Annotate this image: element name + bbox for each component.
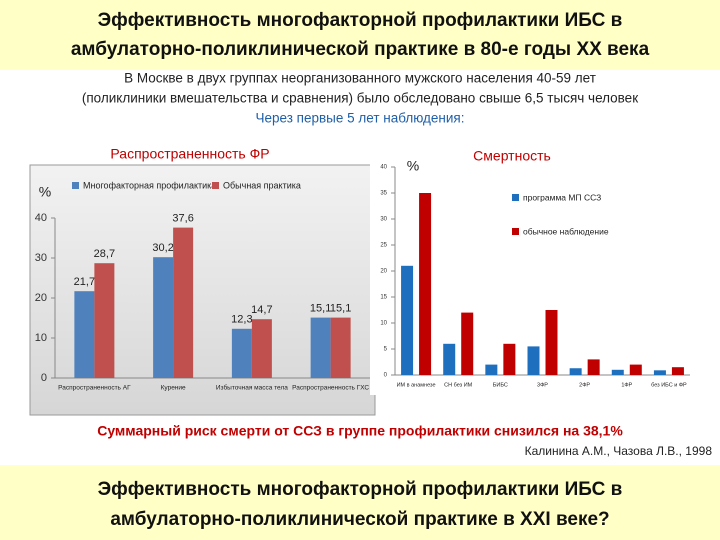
y-tick-label: 30	[380, 217, 387, 223]
x-tick-label: 2ФР	[579, 382, 590, 388]
x-tick-label: СН без ИМ	[444, 382, 473, 388]
x-tick-label: 3ФР	[537, 382, 548, 388]
value-label: 15,1	[330, 303, 351, 315]
x-tick-label: Распространенность ГХС	[292, 385, 369, 392]
x-tick-label: ИМ в анамнезе	[397, 382, 436, 388]
y-tick-label: 35	[380, 191, 387, 197]
chart-title: Распространенность ФР	[110, 146, 269, 162]
value-label: 30,2	[152, 242, 173, 254]
bar	[310, 317, 331, 378]
bar	[443, 343, 456, 375]
legend-label: обычное наблюдение	[523, 226, 609, 236]
legend-swatch	[212, 182, 219, 189]
intro-line: В Москве в двух группах неорганизованног…	[124, 71, 596, 86]
bar	[629, 364, 642, 375]
bar	[611, 369, 624, 375]
header-title: амбулаторно-поликлинической практике в 8…	[71, 39, 650, 60]
x-tick-label: Курение	[161, 385, 186, 392]
y-tick-label: 15	[380, 295, 387, 301]
y-tick-label: 0	[384, 373, 388, 379]
bar	[173, 227, 194, 378]
y-tick-label: 5	[384, 347, 388, 353]
bar	[545, 310, 558, 375]
value-label: 14,7	[251, 304, 272, 316]
legend-swatch	[72, 182, 79, 189]
header-title: Эффективность многофакторной профилактик…	[98, 10, 623, 31]
bar	[94, 263, 115, 378]
bar	[74, 291, 95, 378]
y-tick-label: 30	[35, 252, 47, 264]
x-tick-label: без ИБС и ФР	[651, 382, 687, 388]
bar	[587, 359, 600, 375]
bar	[569, 368, 582, 375]
bar	[419, 193, 432, 375]
value-label: 28,7	[94, 248, 115, 260]
bar	[401, 265, 414, 375]
legend-swatch	[512, 194, 519, 201]
x-tick-label: 1ФР	[621, 382, 632, 388]
y-tick-label: 40	[35, 212, 47, 224]
bar	[485, 364, 498, 375]
y-tick-label: 40	[380, 165, 387, 171]
bar	[231, 328, 252, 378]
value-label: 37,6	[172, 213, 193, 225]
y-axis-label: %	[407, 158, 419, 174]
bar	[153, 257, 174, 378]
header-band	[0, 0, 720, 70]
bar	[503, 343, 516, 375]
y-tick-label: 0	[41, 372, 47, 384]
legend-label: Обычная практика	[223, 180, 301, 190]
bar	[330, 317, 351, 378]
footer-title: амбулаторно-поликлинической практике в X…	[110, 509, 609, 530]
citation: Калинина А.М., Чазова Л.В., 1998	[525, 444, 713, 458]
y-tick-label: 10	[35, 332, 47, 344]
x-tick-label: Избыточная масса тела	[216, 384, 288, 392]
footer-title: Эффективность многофакторной профилактик…	[98, 479, 623, 500]
bar	[653, 370, 666, 375]
bar	[251, 319, 272, 378]
x-tick-label: Распространенность АГ	[58, 385, 131, 392]
y-axis-label: %	[39, 184, 51, 200]
y-tick-label: 25	[380, 243, 387, 249]
value-label: 21,7	[74, 276, 95, 288]
bar	[671, 367, 684, 375]
legend-label: Многофакторная профилактика	[83, 180, 216, 190]
bar	[527, 346, 540, 375]
y-tick-label: 20	[380, 269, 387, 275]
value-label: 12,3	[231, 314, 252, 326]
legend-label: программа МП ССЗ	[523, 192, 601, 202]
y-tick-label: 10	[380, 321, 387, 327]
footer-band	[0, 465, 720, 540]
value-label: 15,1	[310, 303, 331, 315]
x-tick-label: БИБС	[493, 382, 508, 388]
conclusion: Суммарный риск смерти от ССЗ в группе пр…	[97, 423, 623, 439]
intro-line: Через первые 5 лет наблюдения:	[256, 111, 465, 126]
y-tick-label: 20	[35, 292, 47, 304]
legend-swatch	[512, 228, 519, 235]
chart-title: Смертность	[473, 148, 551, 164]
intro-line: (поликлиники вмешательства и сравнения) …	[82, 91, 638, 106]
bar	[461, 312, 474, 375]
